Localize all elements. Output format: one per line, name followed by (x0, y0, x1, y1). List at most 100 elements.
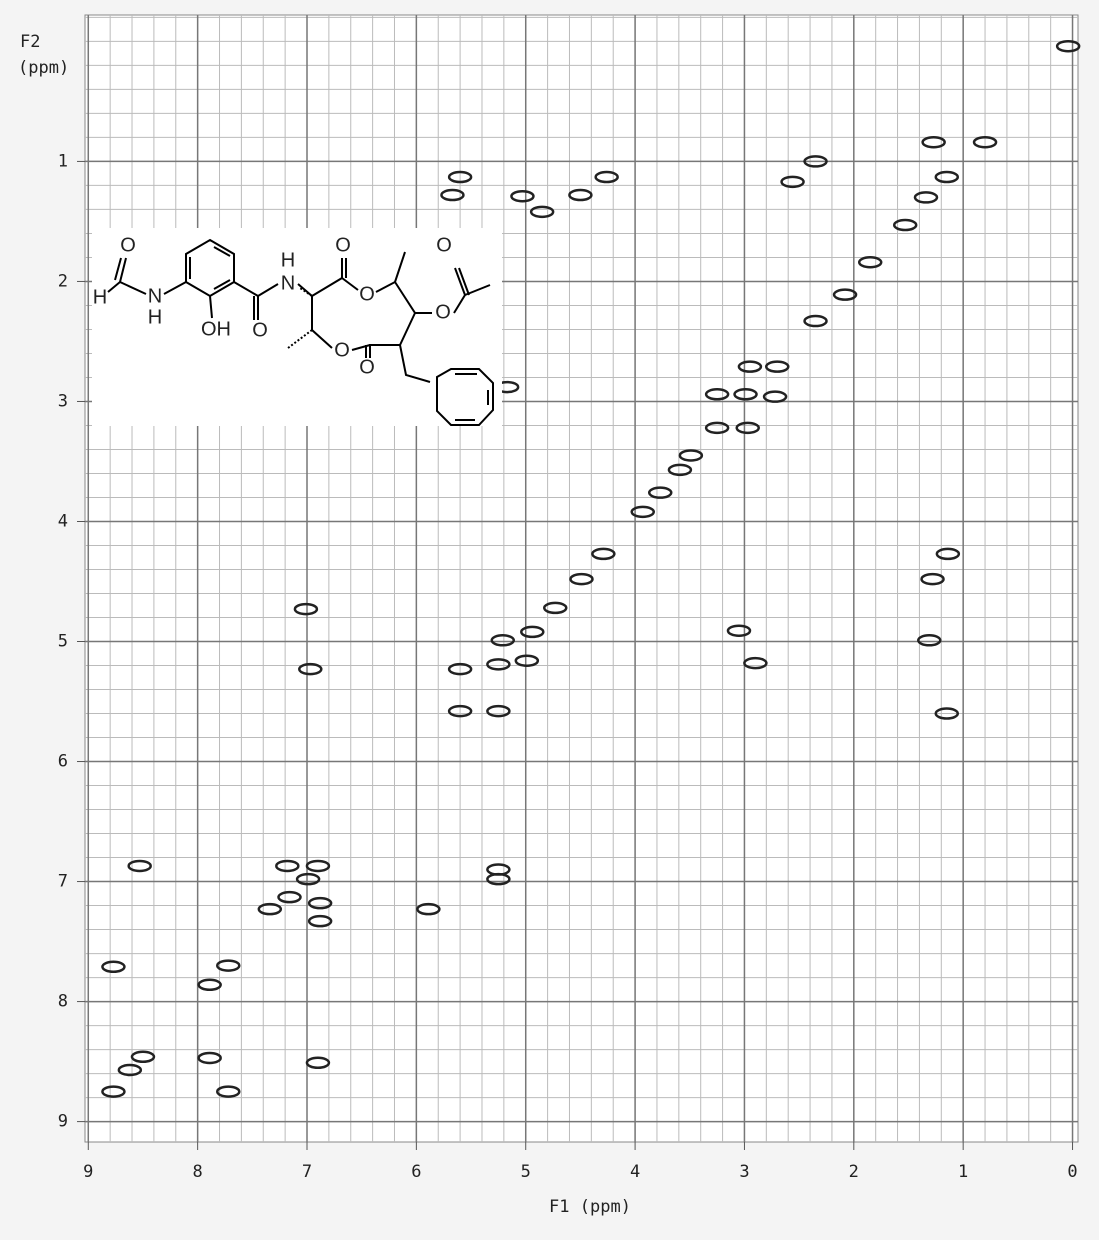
atom-label: O (334, 339, 350, 361)
cross-peak (921, 135, 946, 149)
cross-peak (1055, 39, 1081, 53)
cross-peak (594, 170, 619, 184)
cross-peak (277, 890, 302, 904)
cross-peak (704, 388, 730, 401)
cross-peak (857, 255, 883, 269)
structure-bg (92, 228, 502, 426)
x-tick-label: 3 (739, 1162, 749, 1182)
cross-peak (920, 572, 945, 586)
cross-peak (543, 601, 568, 615)
x-tick-label: 2 (849, 1162, 859, 1182)
x-tick-label: 5 (521, 1162, 531, 1182)
cross-peak (780, 175, 805, 189)
stereo-bonds (287, 287, 428, 349)
atom-label: O (120, 234, 136, 256)
cross-peak (305, 859, 331, 873)
x-tick-label: 9 (83, 1162, 93, 1182)
cross-peak (490, 634, 516, 647)
x-tick-label: 6 (411, 1162, 421, 1182)
cross-peak (529, 205, 555, 219)
cross-peak (667, 463, 693, 477)
x-tick-label: 8 (193, 1162, 203, 1182)
x-tick-label: 4 (630, 1162, 640, 1182)
cross-peak (416, 902, 441, 916)
cross-peak (735, 421, 760, 435)
cross-peak (514, 654, 540, 667)
cross-peak (630, 505, 655, 519)
cross-peak (307, 914, 333, 928)
cross-peak (298, 662, 323, 676)
cross-peak (486, 872, 511, 886)
atom-label: N (148, 285, 162, 307)
cross-peak (743, 656, 768, 670)
x-tick-label: 0 (1067, 1162, 1077, 1182)
cross-peak (832, 288, 858, 301)
atom-label: OH (201, 318, 231, 340)
cross-peak (568, 188, 593, 202)
cross-peak (447, 662, 473, 676)
cross-peak (765, 360, 790, 373)
y-tick-label: 8 (58, 992, 68, 1012)
cross-peak (486, 704, 511, 718)
cross-peak (803, 155, 828, 168)
y-axis-label: F2 (20, 32, 40, 52)
bonds (394, 251, 494, 426)
cross-peak (733, 388, 758, 401)
cross-peak (293, 602, 319, 616)
y-tick-label: 6 (58, 752, 68, 772)
y-tick-label: 3 (58, 391, 68, 411)
cross-peak (275, 859, 300, 873)
x-axis-label: F1 (ppm) (549, 1197, 631, 1217)
cross-peak (117, 1063, 143, 1077)
cross-peak (737, 360, 763, 373)
y-tick-label: 5 (58, 632, 68, 652)
cross-peak (447, 170, 473, 184)
cross-peak (216, 1085, 241, 1098)
cross-peak (591, 547, 616, 561)
cross-peak (197, 978, 222, 992)
y-axis-label: (ppm) (18, 58, 69, 78)
cross-peak (934, 707, 960, 720)
cross-peak (803, 314, 828, 328)
cross-peak (101, 960, 126, 974)
cross-peak (935, 547, 961, 561)
cross-peak (726, 624, 752, 637)
cross-peak (892, 218, 918, 232)
y-tick-label: 9 (58, 1112, 68, 1132)
cross-peak (486, 658, 511, 671)
plot-area (84, 14, 1079, 1143)
cross-peak (440, 188, 465, 202)
cross-peak (762, 390, 788, 403)
cross-peak (447, 704, 473, 718)
cross-peak (569, 572, 594, 586)
atom-label: O (252, 319, 268, 341)
cross-peak (647, 486, 673, 499)
cross-peak (934, 170, 960, 184)
cross-peak (678, 449, 704, 462)
y-tick-label: 1 (58, 151, 68, 171)
atom-label: H (148, 306, 162, 328)
x-tick-label: 7 (302, 1162, 312, 1182)
cross-peak (917, 634, 942, 647)
cross-peak (520, 625, 545, 639)
cross-peak (307, 896, 333, 910)
atom-label: O (436, 234, 452, 256)
structure: O H N H OH O N H O O O O O O (92, 228, 502, 426)
atom-label: O (359, 356, 375, 378)
cross-peak (972, 135, 998, 149)
atom-label: H (93, 286, 107, 308)
cross-peak (257, 902, 283, 916)
cross-peak (295, 872, 321, 886)
peaks (101, 39, 1081, 1098)
cross-peak (130, 1050, 156, 1064)
atom-label: H (281, 249, 295, 271)
cross-peak (197, 1051, 222, 1065)
cross-peak (127, 859, 152, 873)
y-tick-label: 4 (58, 511, 68, 531)
y-tick-label: 7 (58, 872, 68, 892)
cross-peak (704, 421, 730, 435)
cross-peak (913, 191, 939, 204)
y-tick-label: 2 (58, 271, 68, 291)
